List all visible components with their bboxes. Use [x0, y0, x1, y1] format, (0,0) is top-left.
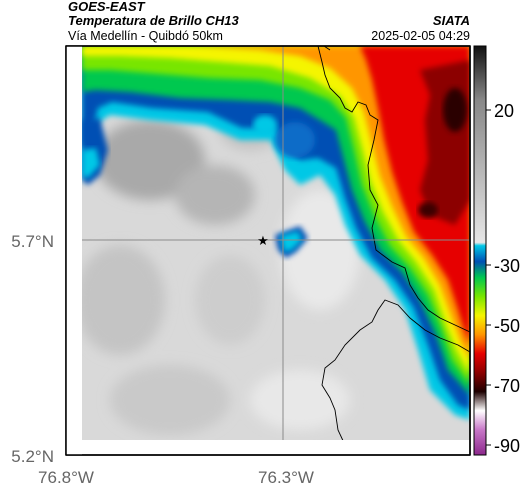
timestamp: 2025-02-05 04:29: [371, 29, 470, 43]
product-title: Temperatura de Brillo CH13: [68, 13, 239, 28]
colorbar-label-m50: -50: [494, 316, 520, 336]
colorbar-label-m30: -30: [494, 256, 520, 276]
colorbar-label-m70: -70: [494, 376, 520, 396]
colorbar-scale: [473, 45, 487, 456]
station-star-icon: ★: [257, 234, 269, 249]
lat-tick-5.2: 5.2°N: [11, 447, 54, 466]
colorbar-label-m90: -90: [494, 436, 520, 456]
route-subtitle: Vía Medellín - Quibdó 50km: [68, 29, 223, 43]
satellite-name: GOES-EAST: [68, 0, 145, 14]
colorbar-ticks: [486, 109, 491, 446]
colorbar-label-20: 20: [494, 101, 514, 121]
cloud-shield: [82, 46, 470, 420]
brightness-temperature-field: [82, 46, 470, 455]
colorbar: 20 -30 -50 -70 -90: [473, 45, 520, 456]
lon-tick-76.3: 76.3°W: [258, 468, 314, 487]
lat-tick-5.7: 5.7°N: [11, 232, 54, 251]
lon-tick-76.8: 76.8°W: [38, 468, 94, 487]
org-label: SIATA: [432, 13, 470, 28]
